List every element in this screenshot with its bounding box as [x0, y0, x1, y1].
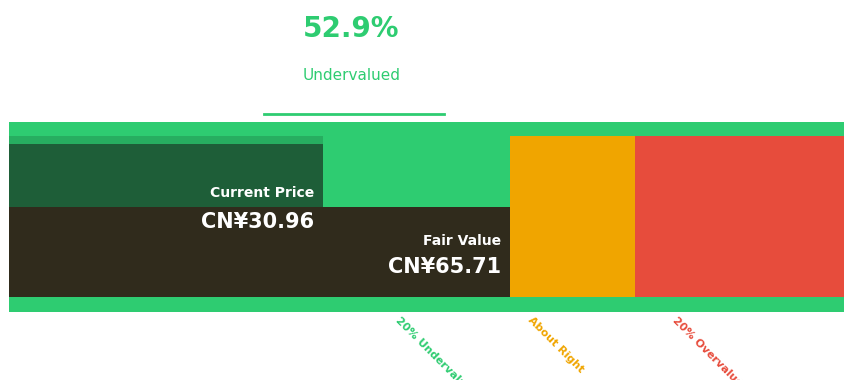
Bar — [509, 122, 635, 312]
Bar — [9, 122, 843, 136]
Bar — [322, 122, 509, 312]
Text: CN¥30.96: CN¥30.96 — [201, 212, 314, 232]
Bar — [635, 122, 843, 312]
Text: 20% Overvalued: 20% Overvalued — [671, 315, 749, 380]
Text: Undervalued: Undervalued — [302, 68, 400, 83]
Bar — [9, 207, 509, 297]
Text: Current Price: Current Price — [210, 186, 314, 200]
Bar — [9, 297, 843, 312]
Text: 52.9%: 52.9% — [302, 15, 399, 43]
Text: About Right: About Right — [526, 315, 585, 375]
Bar — [9, 122, 322, 312]
Text: CN¥65.71: CN¥65.71 — [388, 257, 501, 277]
Text: 20% Undervalued: 20% Undervalued — [394, 315, 478, 380]
Bar — [9, 144, 322, 269]
Text: Fair Value: Fair Value — [423, 234, 501, 248]
